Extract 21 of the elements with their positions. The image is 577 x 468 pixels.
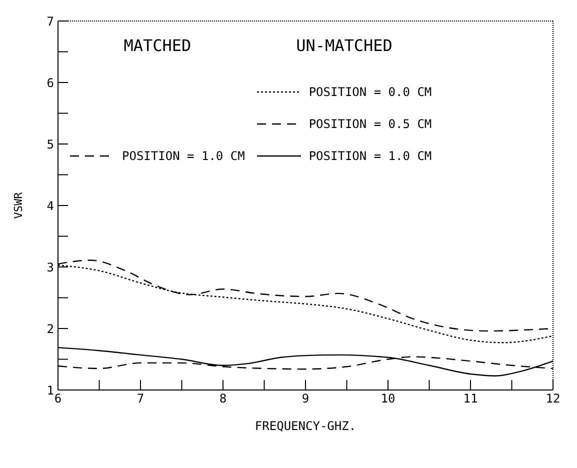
legend-label: POSITION = 0.0 CM: [308, 85, 432, 99]
y-tick-label: 6: [46, 76, 54, 90]
y-tick-label: 7: [46, 14, 54, 28]
x-tick-label: 11: [463, 392, 478, 406]
x-tick-label: 8: [219, 392, 227, 406]
y-axis-title: VSWR: [12, 192, 25, 219]
x-tick-label: 7: [136, 392, 144, 406]
legend-label: POSITION = 1.0 CM: [122, 149, 245, 163]
legend-label: POSITION = 0.5 CM: [308, 117, 432, 131]
y-tick-label: 2: [46, 322, 54, 336]
y-tick-label: 1: [46, 383, 54, 398]
annotation: UN-MATCHED: [296, 36, 392, 57]
x-tick-label: 9: [302, 392, 310, 406]
annotation: MATCHED: [124, 36, 192, 57]
x-axis-title: FREQUENCY-GHZ.: [254, 419, 356, 433]
x-tick-label: 12: [546, 392, 560, 406]
legend-label: POSITION = 1.0 CM: [308, 149, 432, 163]
y-tick-label: 3: [46, 260, 54, 274]
y-tick-label: 5: [46, 137, 54, 152]
x-tick-label: 10: [380, 392, 396, 406]
y-tick-label: 4: [46, 198, 54, 213]
